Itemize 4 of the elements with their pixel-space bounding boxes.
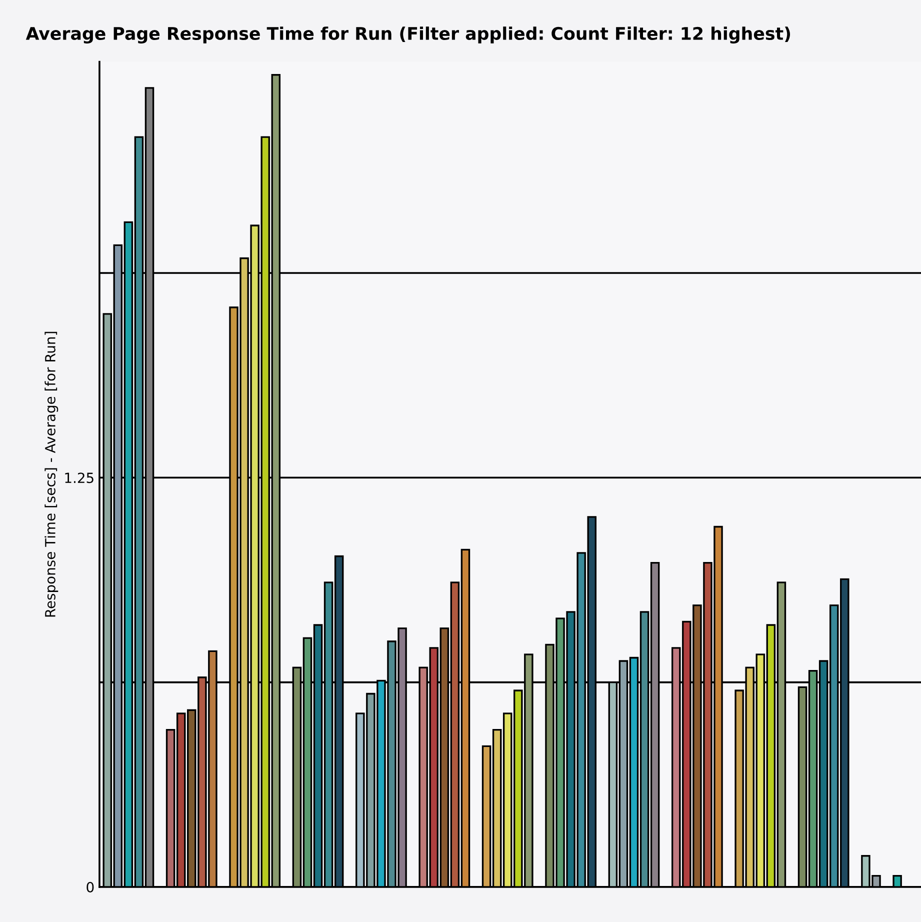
- chart-title: Average Page Response Time for Run (Filter applied: Count Filter: 12 highest): [26, 26, 790, 44]
- y-tick-label: 0: [86, 882, 94, 892]
- y-tick-label: 1.25: [65, 472, 94, 484]
- y-axis-title: Response Time [secs] - Average [for Run]: [44, 332, 58, 617]
